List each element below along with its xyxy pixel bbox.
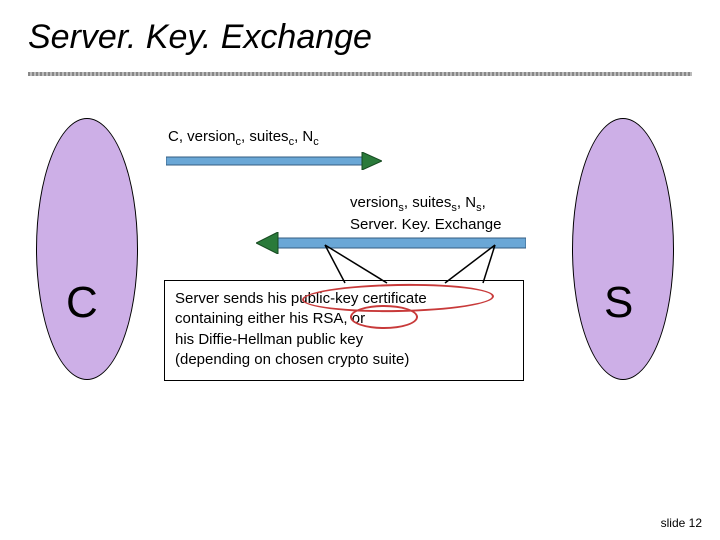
page-title: Server. Key. Exchange [28,18,372,57]
client-label: C [66,278,98,328]
client-node [36,118,138,380]
callout-line: (depending on chosen crypto suite) [175,350,513,370]
text: version [350,194,398,211]
callout-line: containing either his RSA, or [175,309,513,329]
server-label: S [604,278,633,328]
server-node [572,118,674,380]
text: Server. Key. Exchange [350,216,501,233]
text: , N [457,194,476,211]
text: , suites [241,128,289,145]
arrow-head [256,232,278,254]
arrow-shaft [166,157,362,165]
slide-number: slide 12 [661,516,702,530]
text: , N [294,128,313,145]
callout-tail [325,245,505,283]
arrow-client-to-server [166,152,382,170]
client-hello-caption: C, versionc, suitesc, Nc [168,128,319,148]
callout-line: his Diffie-Hellman public key [175,330,513,350]
server-hello-caption: versions, suitess, Ns, Server. Key. Exch… [350,194,501,235]
tail-line [483,245,495,283]
text: , [482,194,486,211]
slide: Server. Key. Exchange C S C, versionc, s… [0,0,720,540]
divider-pattern [28,72,692,76]
text: , suites [404,194,452,211]
arrow-head [362,152,382,170]
highlight-rsa [350,305,418,329]
text: C, version [168,128,236,145]
tail-line [445,245,495,283]
sub: c [313,136,319,148]
title-divider [28,72,692,76]
